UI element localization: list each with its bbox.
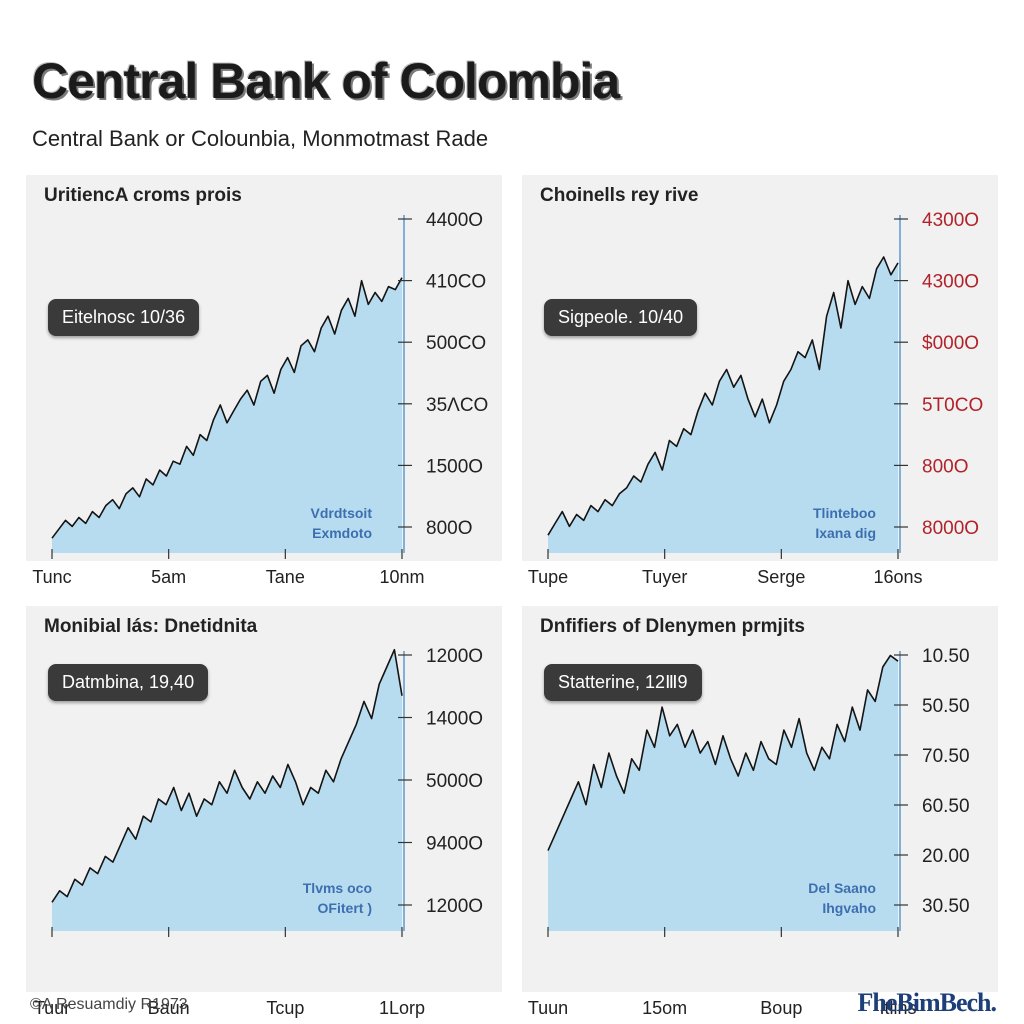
chart-3-inset-line-1: Tlvms oco <box>302 880 372 896</box>
chart-1-x-tick-label: Tane <box>266 567 305 587</box>
chart-4-x-tick-label: 15om <box>642 998 687 1018</box>
chart-3-x-tick-label: Tcup <box>266 998 304 1018</box>
chart-2-series-line <box>547 256 899 536</box>
chart-2-y-tick-label: 8000O <box>922 518 979 539</box>
chart-panel-4: 10.50 50.50 70.50 60.50 20.00 30.50 Tuun 15om Bo… <box>522 606 998 1018</box>
chart-1-badge: Eitelnosc 10/36 <box>48 299 200 336</box>
chart-3-series-line <box>51 648 403 903</box>
chart-2-y-tick-label: 5T0CO <box>922 395 983 416</box>
chart-1-inset-line-1: Vdrdtsoit <box>310 505 372 521</box>
chart-3-y-tick-label: 1200O <box>426 896 483 917</box>
chart-1-y-tick-label: 500CO <box>426 333 486 354</box>
chart-1-title: Uritienc​A croms prois <box>44 185 242 206</box>
chart-3-x-tick-label: Baun <box>148 998 190 1018</box>
chart-4-y-tick-label: 60.50 <box>922 796 970 817</box>
chart-4-y-tick-label: 50.50 <box>922 696 970 717</box>
chart-4-x-tick-label: Boup <box>760 998 802 1018</box>
chart-3-y-tick-label: 5000O <box>426 771 483 792</box>
chart-2-y-tick-label: 4300O <box>922 210 979 231</box>
chart-2-area <box>548 257 898 553</box>
chart-4-y-tick-label: 70.50 <box>922 746 970 767</box>
chart-1-plot: 4400O 410CO 500CO 35ΛCO 1500O 800O Tunc 5am Tane… <box>32 210 488 587</box>
chart-1-x-tick-label: 5am <box>151 567 186 587</box>
chart-1-y-tick-label: 4400O <box>426 210 483 231</box>
chart-1-y-tick-label: 800O <box>426 518 472 539</box>
chart-3-inset-line-2: OFitert ) <box>317 900 372 916</box>
chart-2-x-tick-label: Tupe <box>528 567 568 587</box>
chart-4-y-tick-label: 20.00 <box>922 846 970 867</box>
chart-4-badge: Statterine, 12Ⅲ9 <box>544 664 702 701</box>
chart-2-x-tick-label: Serge <box>757 567 805 587</box>
footer-brand-logo: FheBimBech. <box>857 988 997 1017</box>
chart-1-x-tick-label: 10nm <box>379 567 424 587</box>
chart-3-y-tick-label: 1400O <box>426 709 483 730</box>
chart-4-x-tick-label: Tuun <box>528 998 568 1018</box>
chart-3-badge: Datmbina, 19,40 <box>48 664 209 701</box>
chart-2-badge: Sigpeole. 10/40 <box>544 299 698 336</box>
chart-1-y-tick-label: 410CO <box>426 272 486 293</box>
chart-1-y-tick-label: 35ΛCO <box>426 395 488 416</box>
chart-3-inset-label: Tlvms oco OFitert ) <box>303 878 372 918</box>
chart-2-y-tick-label: 800O <box>922 456 968 477</box>
chart-4-inset-line-2: Ihgvaho <box>822 900 876 916</box>
chart-1-y-tick-label: 1500O <box>426 456 483 477</box>
chart-4-series-line <box>547 654 899 851</box>
chart-panel-2: 4300O 4300O $000O 5T0CO 800O 8000O Tupe Tuyer Se… <box>522 175 998 587</box>
chart-4-y-tick-label: 10.50 <box>922 646 970 667</box>
chart-2-y-tick-label: $000O <box>922 333 979 354</box>
chart-1-inset-line-2: Exmdoto <box>312 525 372 541</box>
chart-2-x-tick-label: 16ons <box>873 567 922 587</box>
chart-4-area <box>548 655 898 931</box>
chart-2-inset-line-2: Ixana dig <box>815 525 876 541</box>
chart-1-x-tick-label: Tunc <box>32 567 71 587</box>
chart-4-plot: 10.50 50.50 70.50 60.50 20.00 30.50 Tuun 15om Bo… <box>528 646 970 1018</box>
chart-2-plot: 4300O 4300O $000O 5T0CO 800O 8000O Tupe Tuyer Se… <box>528 210 983 587</box>
chart-4-x-tick-label: Itlins <box>879 998 916 1018</box>
chart-1-series-line <box>51 277 403 539</box>
chart-4-title: Dnfifiers of Dlenymen prmjits <box>540 616 805 637</box>
chart-4-y-tick-label: 30.50 <box>922 896 970 917</box>
chart-2-x-tick-label: Tuyer <box>642 567 687 587</box>
page-subtitle: Central Bank or Colounbia, Monmotmast Ra… <box>32 126 489 151</box>
chart-2-inset-label: Tlinteboo Ixana dig <box>813 503 876 543</box>
chart-3-y-tick-label: 1200O <box>426 646 483 667</box>
footer-copyright: ©A Resuamdiy R1973 <box>30 996 188 1013</box>
chart-1-area <box>52 277 402 553</box>
chart-2-title: Choinells rey rive <box>540 185 699 206</box>
chart-2-y-tick-label: 4300O <box>922 272 979 293</box>
chart-3-x-tick-label: Tuur <box>34 998 70 1018</box>
chart-3-plot: 1200O 1400O 5000O 9400O 1200O Tuur Baun Tcup 1Lo… <box>34 646 483 1018</box>
chart-3-y-tick-label: 9400O <box>426 834 483 855</box>
chart-3-area <box>52 649 402 931</box>
chart-4-inset-label: Del Saano Ihgvaho <box>808 878 876 918</box>
chart-panel-1: 4400O 410CO 500CO 35ΛCO 1500O 800O Tunc 5am Tane… <box>26 175 502 587</box>
chart-1-inset-label: Vdrdtsoit Exmdoto <box>311 503 372 543</box>
chart-panel-3: 1200O 1400O 5000O 9400O 1200O Tuur Baun Tcup 1Lo… <box>26 606 502 1018</box>
chart-3-title: Monibial lás: Dnetidnita <box>44 616 258 637</box>
chart-2-inset-line-1: Tlinteboo <box>813 505 876 521</box>
chart-3-x-tick-label: 1Lorp <box>379 998 425 1018</box>
page-title: Central Bank of Colombia <box>32 53 620 109</box>
chart-4-inset-line-1: Del Saano <box>808 880 876 896</box>
